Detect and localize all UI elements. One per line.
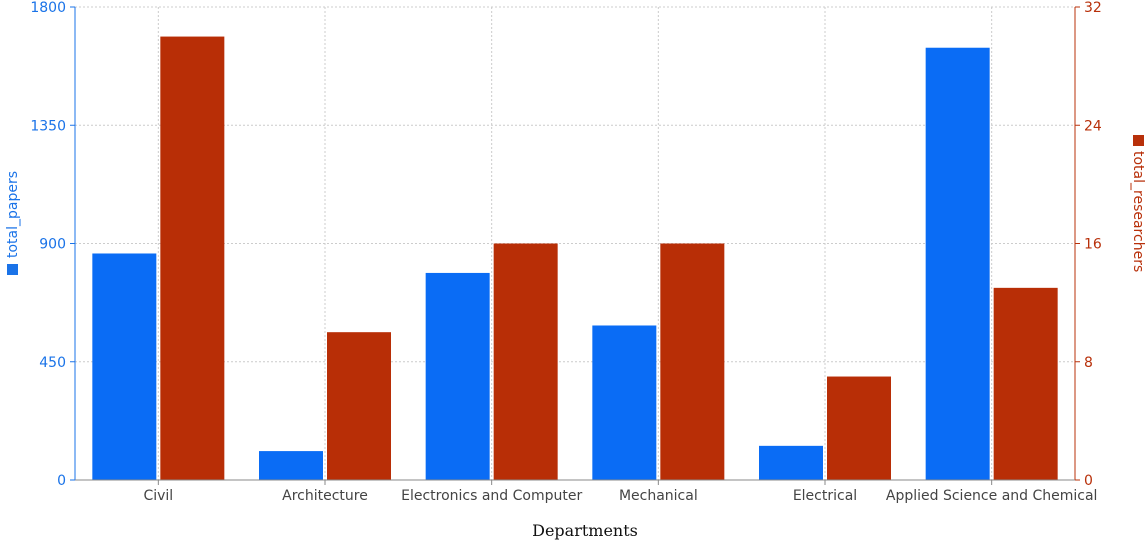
legend-label-researchers: total_researchers [1130, 151, 1146, 272]
bar-total-researchers [827, 376, 891, 480]
grid-lines [75, 6, 1075, 480]
x-axis-tick-label: Electronics and Computer [401, 488, 582, 504]
right-axis-ticks: 0 8 16 24 32 [1075, 0, 1102, 489]
x-axis-tick-label: Electrical [793, 488, 857, 504]
bar-total-researchers [993, 287, 1058, 480]
left-axis-tick-label: 1350 [30, 118, 66, 134]
right-axis-tick-label: 32 [1084, 0, 1102, 16]
bar-total-papers [259, 451, 323, 480]
legend-swatch-papers [7, 264, 18, 275]
bar-total-researchers [160, 36, 225, 480]
left-axis-ticks: 0 450 900 1350 1800 [30, 0, 75, 489]
right-axis-tick-label: 0 [1084, 473, 1093, 489]
bar-total-researchers [660, 243, 725, 480]
bar-total-papers [925, 47, 990, 480]
left-axis-tick-label: 1800 [30, 0, 66, 16]
x-axis-tick-label: Architecture [282, 488, 368, 504]
bar-total-researchers [493, 243, 558, 480]
left-axis-tick-label: 450 [39, 355, 66, 371]
bar-total-papers [92, 253, 157, 480]
bar-total-papers [759, 445, 823, 480]
bar-total-papers [592, 325, 657, 480]
legend-left: total_papers [5, 171, 21, 275]
x-axis-tick-label: Mechanical [619, 488, 698, 504]
legend-swatch-researchers [1133, 135, 1144, 146]
x-axis-ticks: Civil Architecture Electronics and Compute… [143, 480, 1097, 504]
right-axis-tick-label: 24 [1084, 118, 1102, 134]
bars [92, 36, 1058, 480]
left-axis-tick-label: 0 [57, 473, 66, 489]
legend-right: total_researchers [1130, 135, 1146, 272]
x-axis-label: Departments [532, 521, 638, 540]
x-axis-tick-label: Applied Science and Chemical [886, 488, 1098, 504]
bar-total-researchers [327, 332, 391, 480]
legend-label-papers: total_papers [5, 171, 21, 258]
right-axis-tick-label: 8 [1084, 355, 1093, 371]
left-axis-tick-label: 900 [39, 237, 66, 253]
x-axis-tick-label: Civil [143, 488, 173, 504]
bar-total-papers [425, 272, 490, 480]
right-axis-tick-label: 16 [1084, 237, 1102, 253]
